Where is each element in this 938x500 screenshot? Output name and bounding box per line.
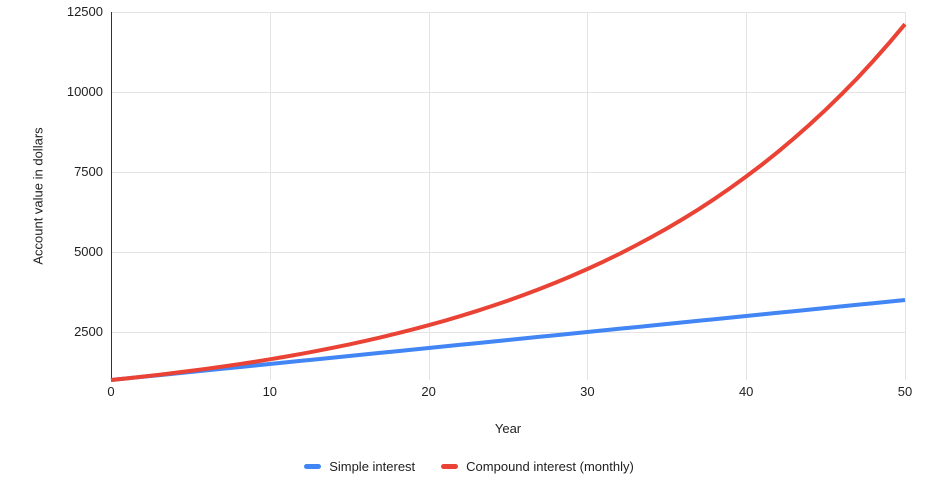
legend-label: Compound interest (monthly) bbox=[466, 459, 634, 474]
x-tick-label: 20 bbox=[421, 384, 436, 399]
x-tick-label: 0 bbox=[107, 384, 115, 399]
x-tick-label: 30 bbox=[580, 384, 595, 399]
legend-item: Simple interest bbox=[304, 459, 415, 474]
series-line-simple-interest bbox=[110, 298, 906, 382]
legend-item: Compound interest (monthly) bbox=[441, 459, 634, 474]
y-tick-label: 5000 bbox=[74, 244, 103, 259]
y-tick-label: 12500 bbox=[66, 4, 103, 19]
y-tick-label: 2500 bbox=[74, 324, 103, 339]
legend-dash-icon bbox=[441, 464, 459, 469]
legend-dash-icon bbox=[304, 464, 322, 469]
x-tick-label: 40 bbox=[738, 384, 754, 399]
legend: Simple interest Compound interest (monthl… bbox=[0, 459, 938, 474]
x-axis-title: Year bbox=[494, 421, 522, 436]
series-line-compound-interest-monthly bbox=[110, 22, 907, 382]
y-tick-label: 7500 bbox=[74, 164, 103, 179]
legend-label: Simple interest bbox=[329, 459, 416, 474]
x-tick-label: 10 bbox=[262, 384, 278, 399]
x-tick-label: 50 bbox=[897, 384, 913, 399]
y-tick-label: 10000 bbox=[66, 84, 103, 99]
